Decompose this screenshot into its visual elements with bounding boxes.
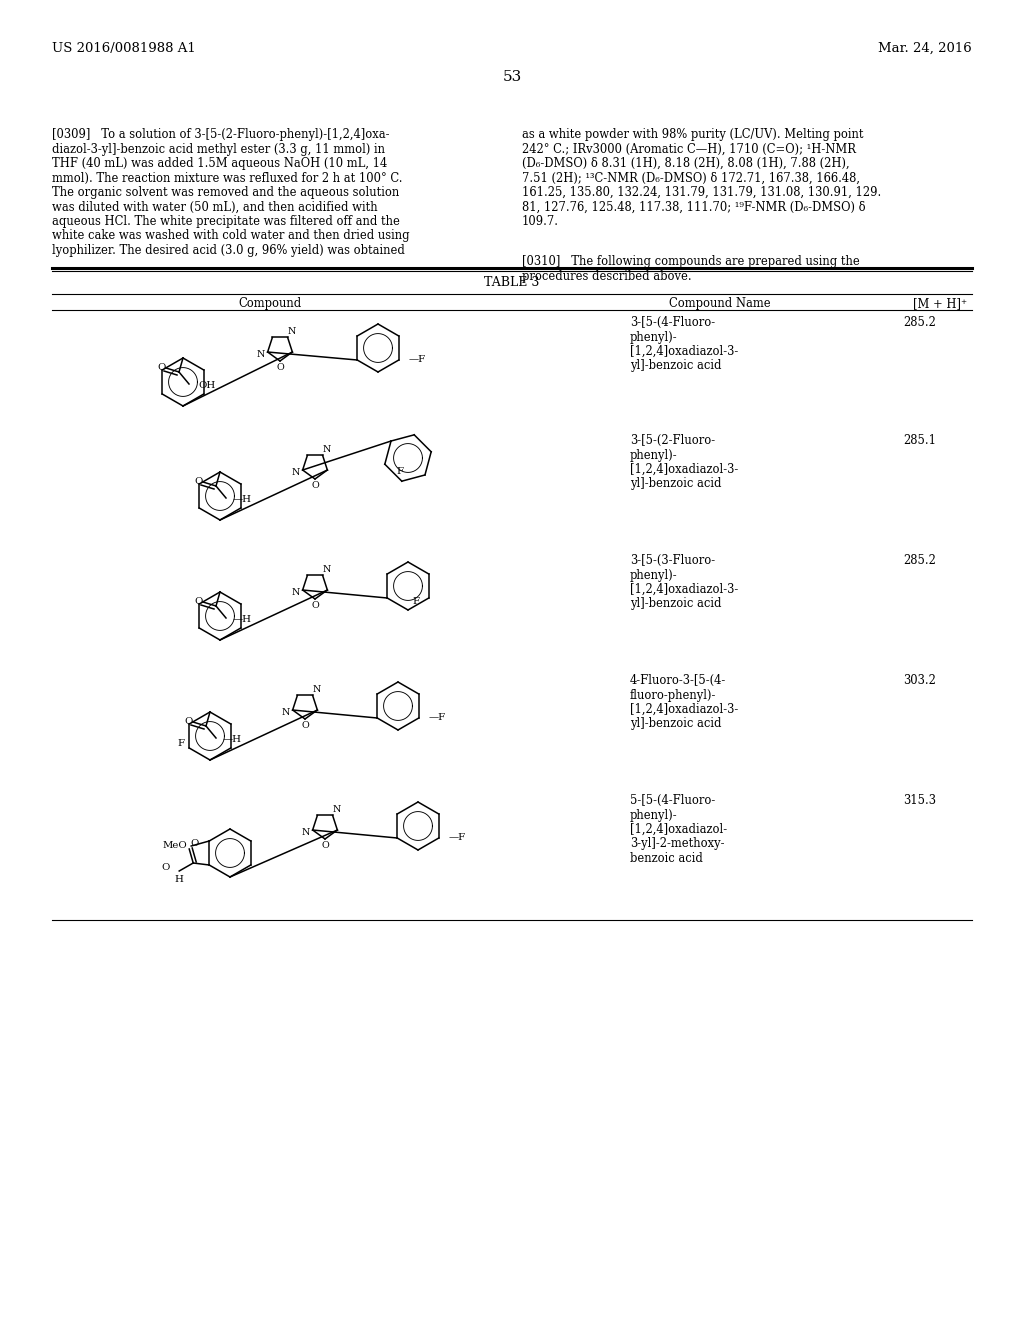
Text: N: N [282, 708, 290, 717]
Text: 53: 53 [503, 70, 521, 84]
Text: —F: —F [409, 355, 426, 364]
Text: N: N [288, 327, 296, 337]
Text: Mar. 24, 2016: Mar. 24, 2016 [879, 42, 972, 55]
Text: F: F [396, 467, 403, 475]
Text: N: N [292, 467, 300, 477]
Text: Compound Name: Compound Name [670, 297, 771, 310]
Text: O: O [311, 602, 318, 610]
Text: 4-Fluoro-3-[5-(4-
fluoro-phenyl)-
[1,2,4]oxadiazol-3-
yl]-benzoic acid: 4-Fluoro-3-[5-(4- fluoro-phenyl)- [1,2,4… [630, 675, 738, 730]
Text: [M + H]⁺: [M + H]⁺ [913, 297, 967, 310]
Text: 315.3: 315.3 [903, 795, 937, 807]
Text: O: O [301, 722, 309, 730]
Text: N: N [333, 805, 341, 814]
Text: —F: —F [449, 833, 466, 842]
Text: TABLE 3: TABLE 3 [484, 276, 540, 289]
Text: —H: —H [223, 734, 242, 743]
Text: 285.2: 285.2 [903, 554, 936, 568]
Text: O: O [184, 717, 194, 726]
Text: O: O [158, 363, 166, 371]
Text: US 2016/0081988 A1: US 2016/0081988 A1 [52, 42, 196, 55]
Text: O: O [195, 477, 203, 486]
Text: —H: —H [233, 495, 252, 503]
Text: O: O [161, 862, 169, 871]
Text: [0310]   The following compounds are prepared using the
procedures described abo: [0310] The following compounds are prepa… [522, 256, 860, 282]
Text: N: N [257, 350, 265, 359]
Text: 303.2: 303.2 [903, 675, 936, 686]
Text: N: N [323, 445, 331, 454]
Text: MeO: MeO [163, 842, 187, 850]
Text: OH: OH [198, 380, 215, 389]
Text: N: N [302, 828, 310, 837]
Text: O: O [190, 838, 199, 847]
Text: F: F [178, 738, 184, 747]
Text: 285.1: 285.1 [903, 434, 937, 447]
Text: O: O [276, 363, 284, 372]
Text: N: N [312, 685, 321, 694]
Text: 3-[5-(4-Fluoro-
phenyl)-
[1,2,4]oxadiazol-3-
yl]-benzoic acid: 3-[5-(4-Fluoro- phenyl)- [1,2,4]oxadiazo… [630, 315, 738, 372]
Text: O: O [311, 482, 318, 491]
Text: N: N [323, 565, 331, 574]
Text: —F: —F [429, 714, 445, 722]
Text: 3-[5-(3-Fluoro-
phenyl)-
[1,2,4]oxadiazol-3-
yl]-benzoic acid: 3-[5-(3-Fluoro- phenyl)- [1,2,4]oxadiazo… [630, 554, 738, 610]
Text: O: O [322, 842, 329, 850]
Text: 3-[5-(2-Fluoro-
phenyl)-
[1,2,4]oxadiazol-3-
yl]-benzoic acid: 3-[5-(2-Fluoro- phenyl)- [1,2,4]oxadiazo… [630, 434, 738, 491]
Text: Compound: Compound [239, 297, 302, 310]
Text: H: H [175, 874, 183, 883]
Text: 285.2: 285.2 [903, 315, 936, 329]
Text: O: O [195, 597, 203, 606]
Text: —H: —H [233, 615, 252, 623]
Text: [0309]   To a solution of 3-[5-(2-Fluoro-phenyl)-[1,2,4]oxa-
diazol-3-yl]-benzoi: [0309] To a solution of 3-[5-(2-Fluoro-p… [52, 128, 410, 257]
Text: 5-[5-(4-Fluoro-
phenyl)-
[1,2,4]oxadiazol-
3-yl]-2-methoxy-
benzoic acid: 5-[5-(4-Fluoro- phenyl)- [1,2,4]oxadiazo… [630, 795, 727, 865]
Text: as a white powder with 98% purity (LC/UV). Melting point
242° C.; IRv3000 (Aroma: as a white powder with 98% purity (LC/UV… [522, 128, 882, 228]
Text: F: F [413, 598, 420, 606]
Text: N: N [292, 587, 300, 597]
